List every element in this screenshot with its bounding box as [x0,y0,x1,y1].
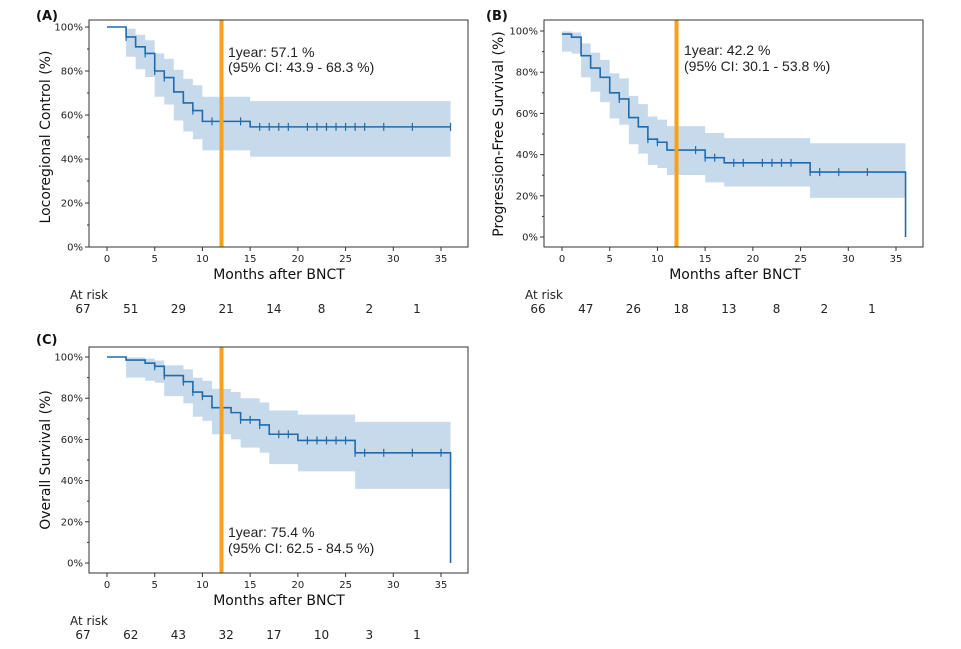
panel-c: 0% 20% 40% 60% 80% 100% 0 5 10 15 20 25 30 35 (C) 1ye… [36,333,469,642]
confidence-band [562,31,906,198]
at-risk-value: 3 [365,628,373,642]
x-tick-label: 30 [387,254,400,265]
at-risk-value: 32 [219,628,234,642]
y-tick-label: 0% [67,559,83,570]
y-tick-label: 100% [54,353,83,364]
x-tick-label: 20 [746,254,759,265]
y-tick-label: 80% [516,68,538,79]
x-axis-label: Months after BNCT [213,593,345,609]
at-risk-value: 13 [721,302,736,316]
plot-area: 0% 20% 40% 60% 80% 100% 0 5 10 15 20 25 30 35 [509,19,924,265]
at-risk-value: 47 [578,302,593,316]
survival-curve [107,26,451,128]
annotation-line-1: 1year: 57.1 % [228,44,314,60]
x-tick-label: 0 [104,580,110,591]
at-risk-value: 43 [171,628,186,642]
plot-area: 0% 20% 40% 60% 80% 100% 0 5 10 15 20 25 30 35 [54,346,469,591]
x-tick-label: 15 [244,580,257,591]
panel-label: (A) [36,9,58,24]
x-tick-label: 25 [794,254,807,265]
at-risk-value: 1 [413,302,421,316]
x-tick-label: 0 [559,254,565,265]
at-risk-value: 8 [318,302,326,316]
y-tick-label: 80% [61,67,83,78]
y-tick-label: 100% [54,23,83,34]
x-tick-label: 20 [291,254,304,265]
annotation-line-2: (95% CI: 30.1 - 53.8 %) [684,58,830,74]
panel-label: (C) [36,333,57,348]
y-tick-label: 100% [509,27,538,38]
at-risk-value: 26 [626,302,641,316]
x-tick-label: 5 [152,254,158,265]
y-tick-label: 80% [61,394,83,405]
x-axis-label: Months after BNCT [213,267,345,283]
x-tick-label: 10 [196,254,209,265]
at-risk-value: 66 [530,302,545,316]
at-risk-value: 14 [266,302,281,316]
at-risk-value: 62 [123,628,138,642]
at-risk-value: 8 [773,302,781,316]
at-risk-value: 67 [75,302,90,316]
at-risk-value: 29 [171,302,186,316]
x-tick-label: 35 [435,254,448,265]
x-tick-label: 25 [339,580,352,591]
x-tick-label: 25 [339,254,352,265]
x-tick-label: 30 [842,254,855,265]
x-tick-label: 10 [651,254,664,265]
y-tick-label: 40% [61,155,83,166]
at-risk-value: 2 [365,302,373,316]
at-risk-value: 2 [820,302,828,316]
at-risk-label: At risk [70,288,108,302]
y-tick-label: 20% [61,199,83,210]
y-axis-label: Overall Survival (%) [38,390,54,530]
at-risk-value: 51 [123,302,138,316]
survival-curve [562,33,907,237]
plot-area: 0% 20% 40% 60% 80% 100% 0 5 10 15 20 25 30 35 [54,19,469,265]
at-risk-value: 18 [674,302,689,316]
x-tick-label: 10 [196,580,209,591]
at-risk-value: 67 [75,628,90,642]
at-risk-value: 17 [266,628,281,642]
y-tick-label: 0% [522,233,538,244]
y-tick-label: 20% [61,517,83,528]
y-axis-label: Progression-Free Survival (%) [491,31,507,236]
confidence-band [107,357,451,489]
y-tick-label: 20% [516,191,538,202]
x-tick-label: 20 [291,580,304,591]
x-axis-label: Months after BNCT [669,267,801,283]
panel-b: 0% 20% 40% 60% 80% 100% 0 5 10 15 20 25 30 35 (B) 1ye… [486,9,924,316]
annotation-line-1: 1year: 75.4 % [228,524,314,540]
annotation-line-2: (95% CI: 62.5 - 84.5 %) [228,540,374,556]
y-tick-label: 60% [61,111,83,122]
x-tick-label: 5 [607,254,613,265]
y-tick-label: 60% [61,435,83,446]
x-tick-label: 15 [244,254,257,265]
annotation-line-1: 1year: 42.2 % [684,42,770,58]
x-tick-label: 0 [104,254,110,265]
annotation-line-2: (95% CI: 43.9 - 68.3 %) [228,59,374,75]
y-axis-label: Locoregional Control (%) [38,51,54,224]
y-tick-label: 0% [67,243,83,254]
panel-label: (B) [486,9,508,24]
at-risk-label: At risk [525,288,563,302]
at-risk-value: 21 [219,302,234,316]
x-tick-label: 35 [435,580,448,591]
panel-a: 0% 20% 40% 60% 80% 100% 0 5 10 15 20 25 30 35 (A) 1ye… [36,9,469,316]
x-tick-label: 35 [890,254,903,265]
y-tick-label: 60% [516,109,538,120]
y-tick-label: 40% [516,150,538,161]
y-tick-label: 40% [61,476,83,487]
axes-frame [88,19,469,248]
at-risk-value: 1 [413,628,421,642]
at-risk-label: At risk [70,614,108,628]
at-risk-value: 10 [314,628,329,642]
x-tick-label: 15 [699,254,712,265]
at-risk-value: 1 [868,302,876,316]
x-tick-label: 5 [152,580,158,591]
x-tick-label: 30 [387,580,400,591]
